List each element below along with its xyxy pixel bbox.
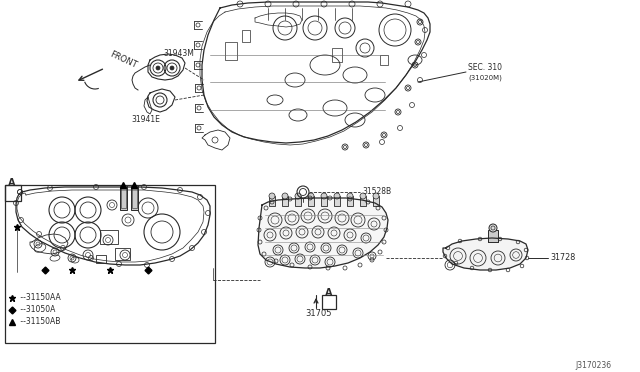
Bar [225, 42, 237, 60]
Bar [131, 185, 138, 210]
Text: --31050A: --31050A [18, 305, 56, 314]
Text: SEC. 310: SEC. 310 [468, 64, 502, 73]
Bar [322, 295, 336, 309]
Bar [132, 186, 137, 208]
Text: --31150AB: --31150AB [18, 317, 60, 327]
Polygon shape [443, 238, 528, 270]
Bar [282, 196, 288, 206]
Bar [269, 196, 275, 206]
Text: FRONT: FRONT [108, 50, 138, 70]
Bar [96, 255, 106, 263]
Circle shape [321, 193, 327, 199]
Bar [5, 185, 21, 201]
Text: 31528B: 31528B [362, 187, 391, 196]
Circle shape [295, 193, 301, 199]
Circle shape [156, 66, 160, 70]
Text: --31150AA: --31150AA [18, 294, 61, 302]
Bar [115, 248, 130, 260]
Text: J3170236: J3170236 [575, 360, 611, 369]
Circle shape [282, 193, 288, 199]
Circle shape [334, 193, 340, 199]
Text: 31941E: 31941E [131, 115, 160, 125]
Bar [321, 196, 327, 206]
Circle shape [360, 193, 366, 199]
Bar [380, 55, 388, 65]
Polygon shape [258, 198, 388, 268]
Bar [308, 196, 314, 206]
Bar [334, 196, 340, 206]
Text: 31728: 31728 [550, 253, 575, 263]
Text: 31943M: 31943M [163, 49, 194, 58]
Bar [242, 30, 250, 42]
Bar [347, 196, 353, 206]
Bar [121, 186, 126, 208]
Text: A: A [325, 288, 333, 298]
Bar [120, 185, 127, 210]
Bar [360, 196, 366, 206]
Circle shape [347, 193, 353, 199]
Circle shape [489, 224, 497, 232]
Bar [373, 196, 379, 206]
Bar [100, 230, 118, 244]
Bar [488, 230, 498, 242]
Bar [295, 196, 301, 206]
Circle shape [308, 193, 314, 199]
Circle shape [269, 193, 275, 199]
Bar [332, 48, 342, 62]
Circle shape [170, 66, 174, 70]
Text: 31705: 31705 [305, 310, 332, 318]
Text: A: A [8, 178, 15, 188]
Bar [5, 185, 215, 343]
Text: (31020M): (31020M) [468, 75, 502, 81]
Circle shape [373, 193, 379, 199]
